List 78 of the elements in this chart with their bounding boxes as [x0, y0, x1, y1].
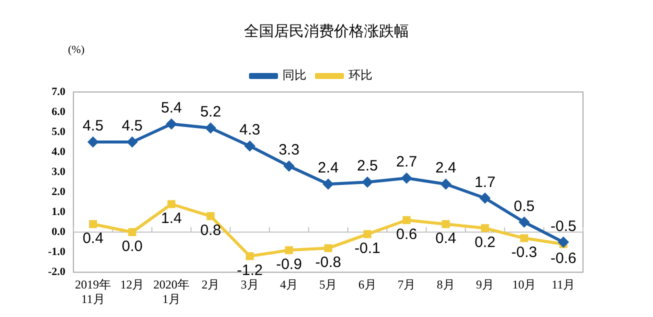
x-tick-label: 2020年 1月 [153, 278, 190, 306]
point [363, 230, 372, 238]
x-tick-label: 5月 [319, 278, 338, 292]
point [206, 212, 215, 220]
point [362, 177, 372, 188]
point [520, 234, 528, 242]
point [558, 237, 568, 248]
point [440, 179, 451, 190]
data-label: 1.4 [160, 210, 182, 227]
point [167, 200, 176, 208]
x-tick-label: 11月 [552, 278, 576, 292]
data-label: -0.6 [550, 250, 576, 267]
point [323, 179, 334, 190]
point [442, 220, 450, 228]
point [480, 193, 490, 204]
point [285, 246, 293, 254]
x-tick-label: 8月 [436, 278, 455, 292]
x-tick-label: 3月 [240, 278, 259, 292]
data-label: 4.3 [239, 122, 260, 139]
x-tick-label: 2019年 11月 [75, 278, 112, 306]
data-label: 5.2 [200, 104, 222, 121]
y-tick-label: -1.0 [48, 246, 66, 258]
data-label: 0.2 [474, 234, 496, 251]
data-label: 0.5 [514, 198, 535, 215]
y-tick-label: 7.0 [52, 86, 66, 98]
x-tick-label: 9月 [476, 278, 494, 292]
data-label: -0.5 [550, 218, 576, 235]
x-tick-label: 10月 [512, 278, 536, 292]
point [206, 123, 216, 134]
data-label: 3.3 [278, 142, 300, 159]
data-label: 0.6 [396, 226, 418, 243]
chart-title: 全国居民消费价格涨跌幅 [243, 22, 410, 41]
point [481, 224, 489, 232]
data-label: 5.4 [160, 100, 182, 117]
x-tick-label: 6月 [358, 278, 376, 292]
x-tick-label: 12月 [120, 278, 144, 292]
data-label: -0.9 [276, 256, 302, 273]
point [246, 252, 254, 260]
data-label: 0.8 [200, 222, 222, 239]
point [128, 228, 136, 236]
point [519, 217, 530, 228]
data-label: 4.5 [82, 118, 104, 135]
legend-label: 同比 [282, 68, 306, 82]
point [284, 161, 294, 172]
x-tick-label: 2月 [202, 278, 220, 292]
y-tick-label: 1.0 [52, 206, 66, 218]
data-label: 2.5 [356, 158, 378, 175]
x-tick-label: 4月 [280, 278, 298, 292]
y-tick-label: -2.0 [48, 266, 66, 278]
x-tick-label: 7月 [398, 278, 416, 292]
y-tick-label: 0.0 [52, 226, 66, 238]
data-label: -0.3 [511, 244, 538, 261]
data-label: 1.7 [474, 174, 496, 191]
data-label: -1.2 [236, 262, 263, 279]
y-tick-label: 6.0 [52, 106, 66, 118]
point [88, 137, 98, 148]
y-tick-label: 5.0 [52, 126, 66, 138]
point [89, 220, 97, 228]
data-label: 4.5 [122, 118, 143, 135]
data-label: 2.4 [435, 160, 456, 177]
y-tick-label: 3.0 [52, 166, 66, 178]
data-label: -0.8 [315, 254, 342, 271]
point [402, 173, 412, 184]
y-tick-label: 2.0 [52, 186, 66, 198]
point [127, 137, 138, 148]
point [244, 141, 255, 152]
data-label: 0.4 [435, 230, 456, 247]
data-label: 0.4 [82, 230, 104, 247]
point [402, 216, 411, 224]
data-label: 2.4 [318, 160, 339, 177]
y-tick-label: 4.0 [52, 146, 66, 158]
data-label: -0.1 [354, 240, 380, 257]
point [166, 119, 176, 130]
point [324, 244, 332, 252]
data-label: 0.0 [122, 238, 143, 255]
data-label: 2.7 [396, 154, 418, 171]
y-axis-title: (%) [68, 44, 84, 56]
legend-label: 环比 [348, 68, 372, 82]
